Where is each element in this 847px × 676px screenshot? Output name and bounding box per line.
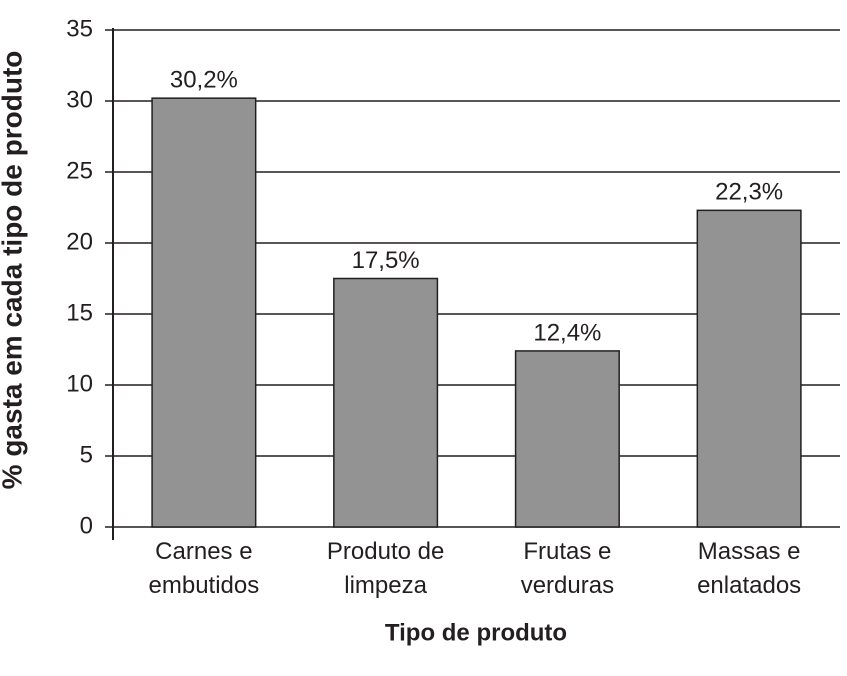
x-tick-label: Massas e enlatados	[697, 538, 801, 599]
bar	[514, 350, 620, 528]
y-tick-label: 20	[66, 228, 93, 255]
bar	[696, 209, 802, 528]
x-tick-label: Produto de limpeza	[327, 538, 444, 599]
y-tick-label: 10	[66, 370, 93, 397]
value-label: 12,4%	[533, 319, 601, 346]
bar	[333, 277, 439, 528]
bar	[151, 97, 257, 528]
y-tick-label: 35	[66, 15, 93, 42]
value-label: 17,5%	[352, 247, 420, 274]
value-label: 22,3%	[715, 179, 783, 206]
value-label: 30,2%	[170, 67, 238, 94]
x-tick-label: Frutas e verduras	[521, 538, 614, 599]
x-axis-title: Tipo de produto	[385, 619, 567, 646]
y-tick-label: 5	[80, 441, 93, 468]
y-tick-label: 30	[66, 86, 93, 113]
x-tick-label: Carnes e embutidos	[149, 538, 260, 599]
y-tick-label: 0	[80, 512, 93, 539]
y-axis-title: % gasta em cada tipo de produto	[0, 51, 27, 490]
y-tick-label: 15	[66, 299, 93, 326]
y-tick-label: 25	[66, 157, 93, 184]
